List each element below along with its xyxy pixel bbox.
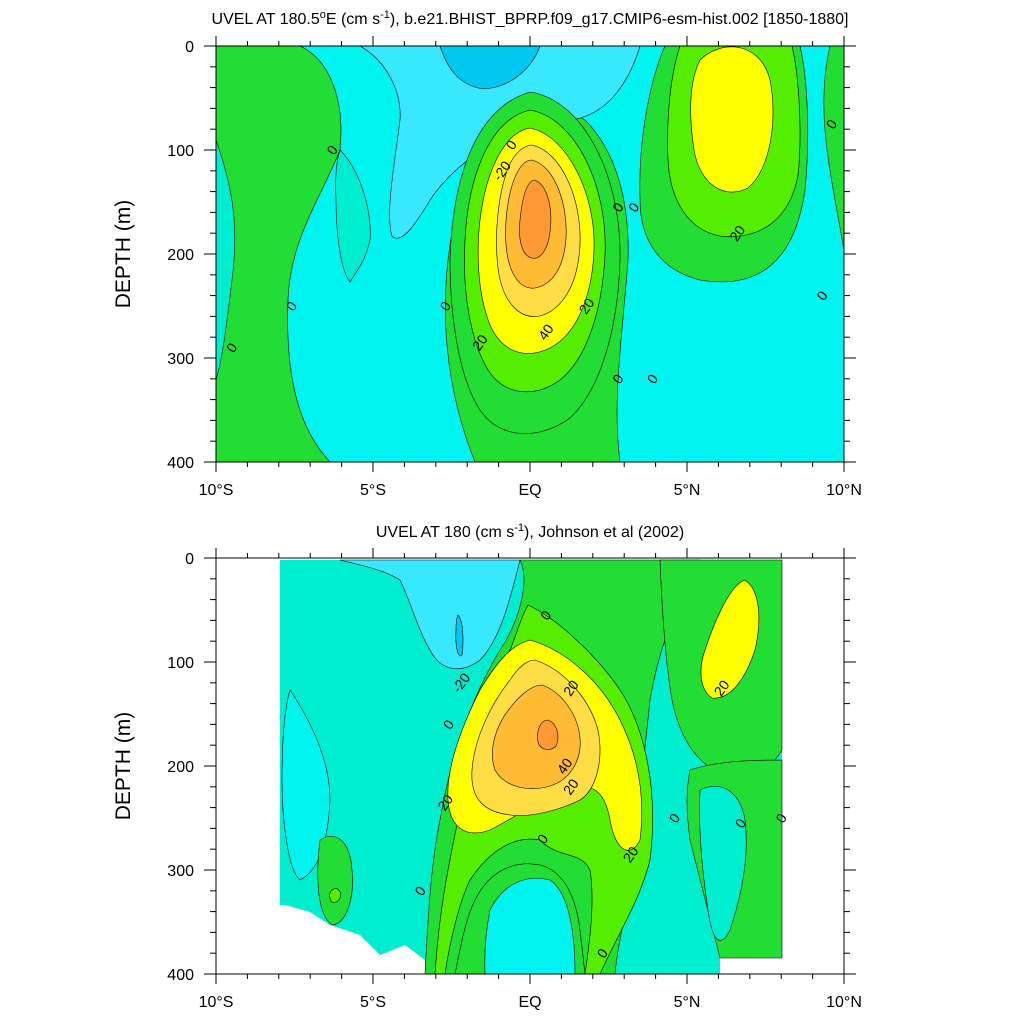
y-tick-label: 400 xyxy=(167,967,194,984)
field-band-30-40-necc xyxy=(690,46,774,193)
y-axis-label: DEPTH (m) xyxy=(112,200,135,309)
field-euc-gt-60 xyxy=(519,179,552,259)
obs-band-m30-m10 xyxy=(339,559,521,669)
x-tick-label: 5°S xyxy=(360,994,386,1011)
obs-band-20-30-west xyxy=(329,888,341,903)
y-tick-label: 300 xyxy=(167,351,194,368)
y-axis-label: DEPTH (m) xyxy=(112,712,135,821)
obs-band-10-20-west xyxy=(317,835,353,926)
field-band-m10-0-mid xyxy=(335,149,371,283)
panel2-field xyxy=(280,559,783,974)
panel-model: UVEL AT 180.5oE (cm s-1), b.e21.BHIST_BP… xyxy=(112,9,862,499)
obs-band-lt-m30 xyxy=(455,614,464,657)
panel2-axes: 10°S 5°S EQ 5°N 10°N 0 100 200 300 400 DEPTH (m) xyxy=(112,548,862,1011)
panel1-axes: 10°S 5°S EQ 5°N 10°N 0 100 200 300 400 DEPTH (m) xyxy=(112,36,862,499)
field-band-m30-m10 xyxy=(359,46,641,239)
obs-band-50-60 xyxy=(492,684,581,789)
y-tick-label: 300 xyxy=(167,863,194,880)
panel1-field xyxy=(216,46,844,462)
obs-band-0-10-b xyxy=(484,878,576,974)
x-tick-label: 5°N xyxy=(674,994,701,1011)
field-band-m10-0-left xyxy=(216,46,236,381)
x-tick-label: 10°N xyxy=(826,994,862,1011)
x-tick-label: 10°N xyxy=(826,482,862,499)
y-tick-label: 400 xyxy=(167,455,194,472)
obs-band-0-10-a xyxy=(281,689,331,881)
obs-band-m10-0-east xyxy=(699,785,747,941)
y-tick-label: 0 xyxy=(185,551,194,568)
panel2-title: UVEL AT 180 (cm s-1), Johnson et al (200… xyxy=(376,522,684,541)
panel-observed: UVEL AT 180 (cm s-1), Johnson et al (200… xyxy=(112,522,862,1011)
x-tick-label: 5°N xyxy=(674,482,701,499)
obs-band-gt-60 xyxy=(537,719,559,750)
y-tick-label: 0 xyxy=(185,39,194,56)
y-tick-label: 200 xyxy=(167,247,194,264)
y-tick-label: 100 xyxy=(167,655,194,672)
panel1-title: UVEL AT 180.5oE (cm s-1), b.e21.BHIST_BP… xyxy=(212,9,849,28)
obs-necc-30-40 xyxy=(700,579,760,699)
x-tick-label: EQ xyxy=(518,994,541,1011)
y-tick-label: 100 xyxy=(167,143,194,160)
x-tick-label: EQ xyxy=(518,482,541,499)
x-tick-label: 10°S xyxy=(199,994,234,1011)
x-tick-label: 5°S xyxy=(360,482,386,499)
y-tick-label: 200 xyxy=(167,759,194,776)
field-band-lt-m30 xyxy=(439,46,541,89)
x-tick-label: 10°S xyxy=(199,482,234,499)
